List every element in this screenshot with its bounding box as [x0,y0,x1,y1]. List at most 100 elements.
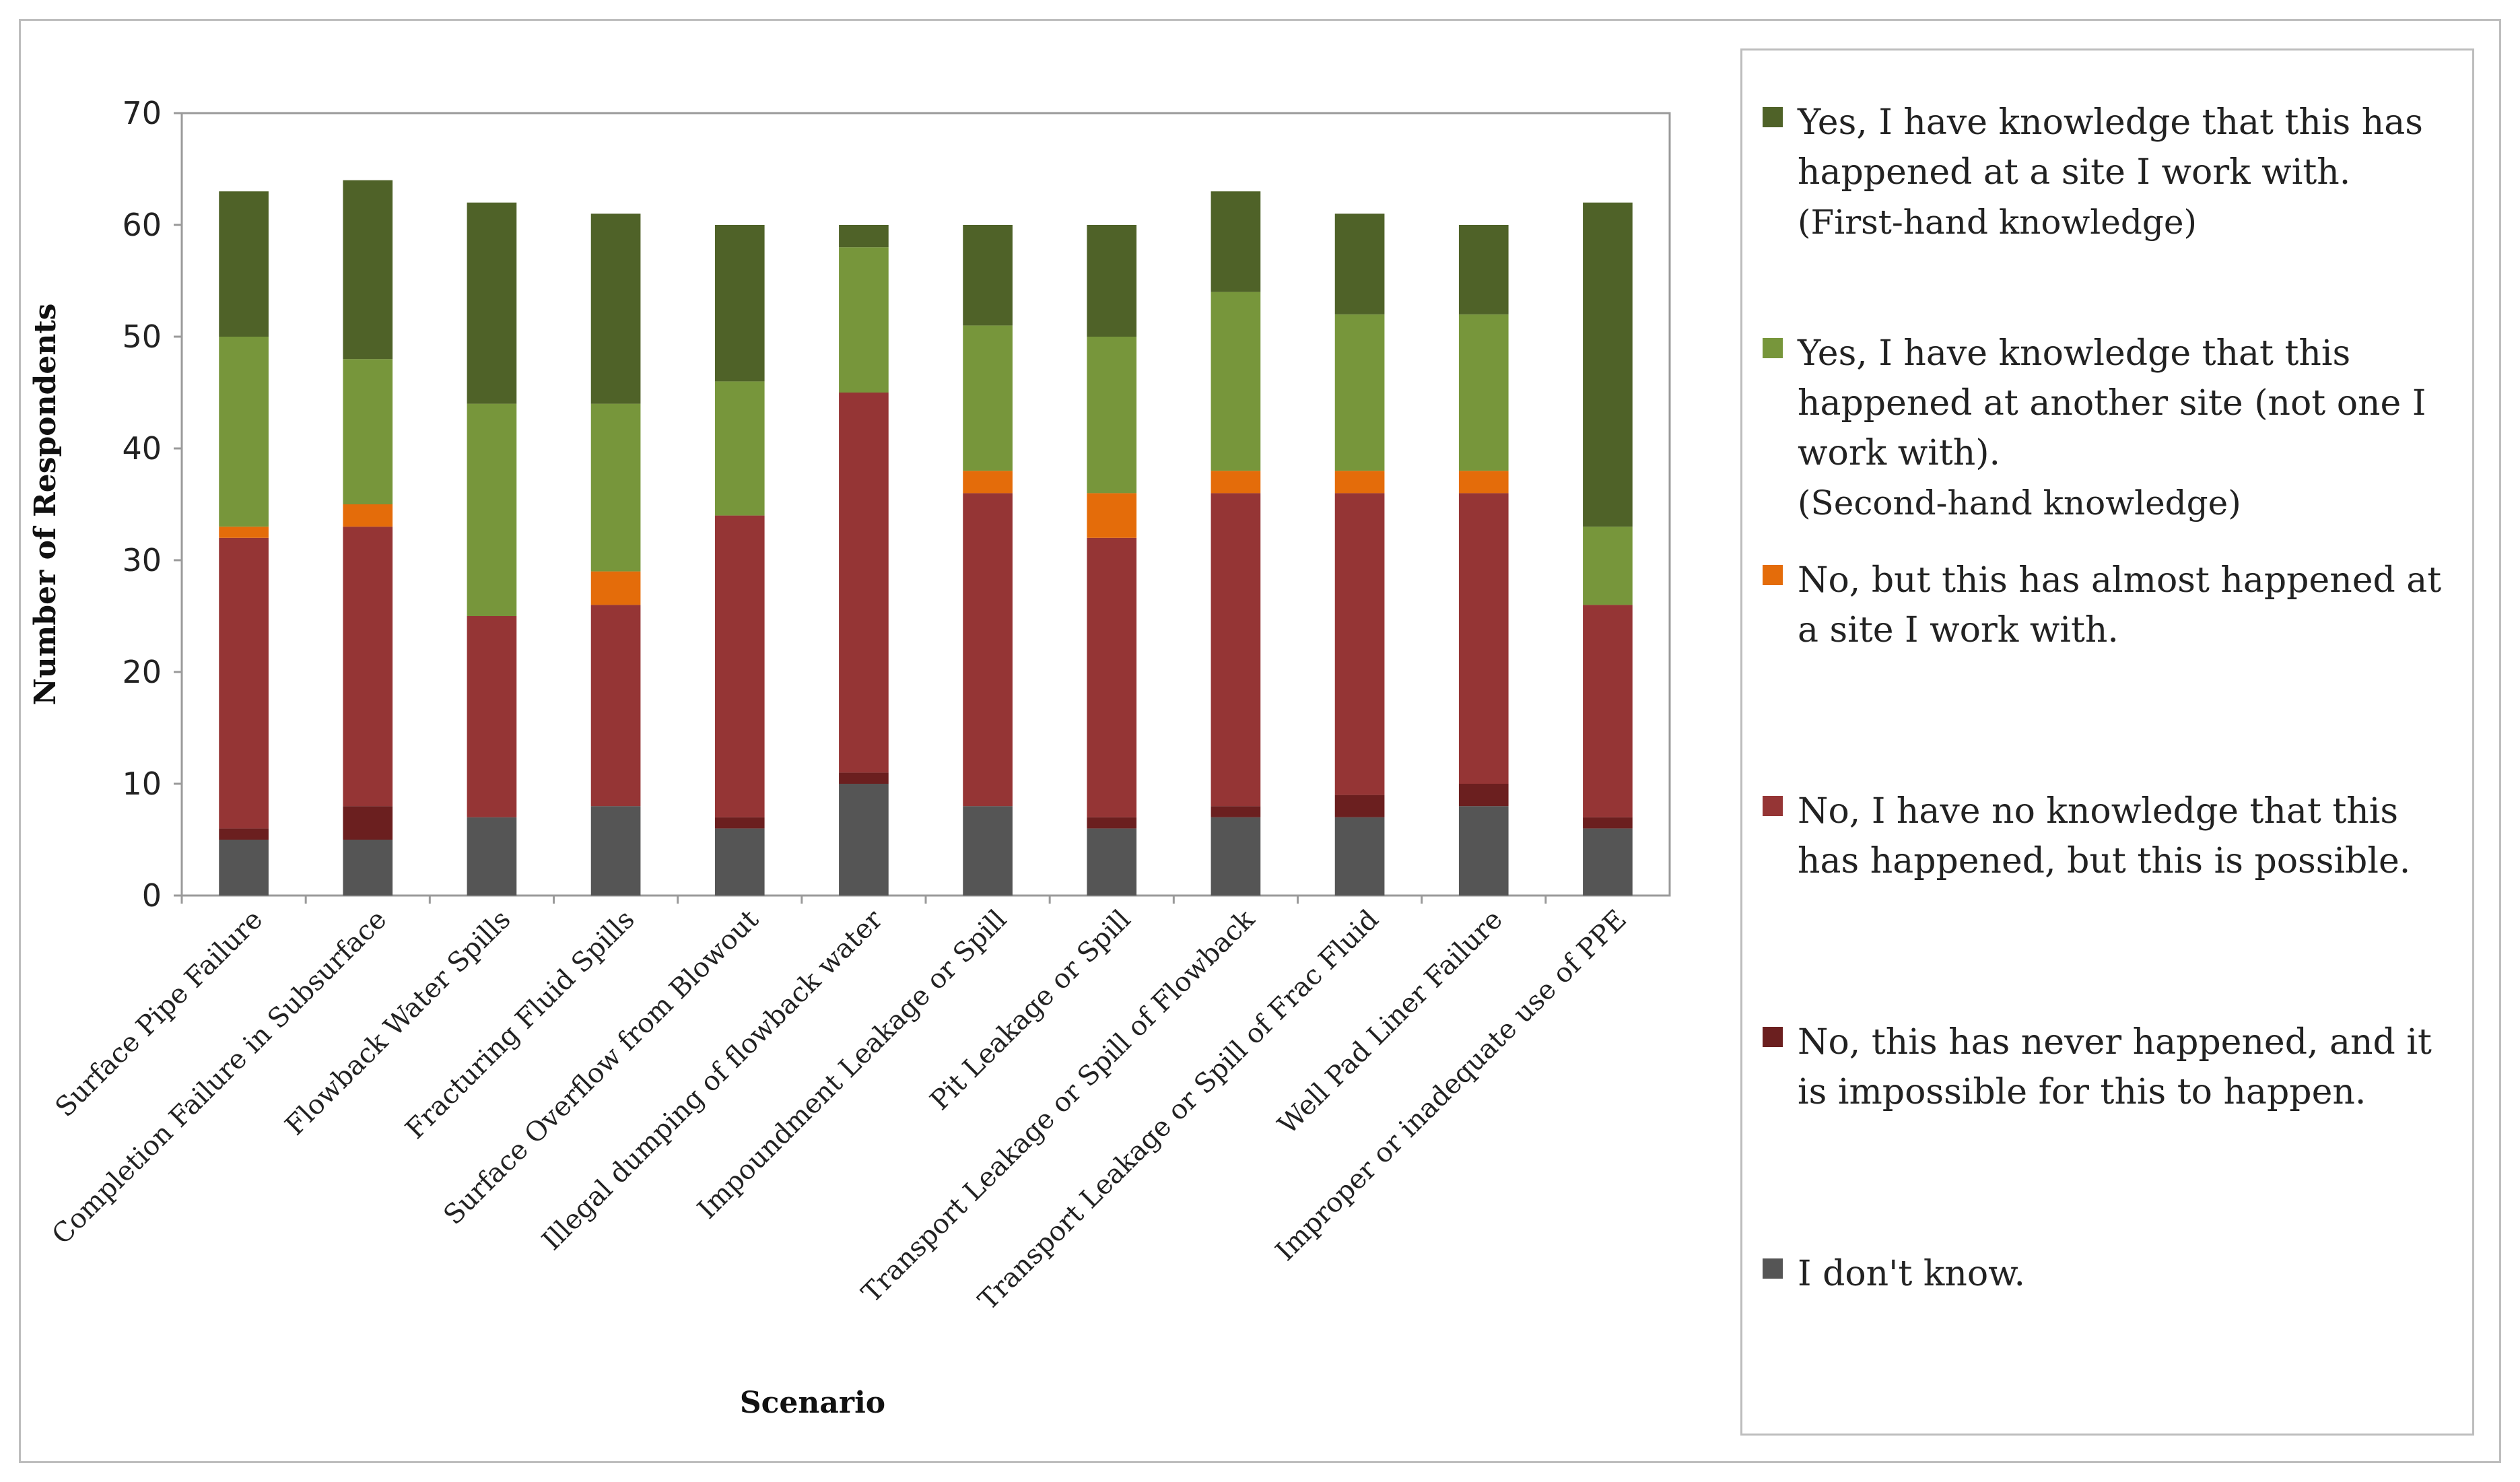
legend-sublabel: (First-hand knowledge) [1798,203,2197,242]
legend-label: Yes, I have knowledge that this has happ… [1798,98,2463,247]
bar-segment [1334,817,1385,896]
bar-segment [839,247,889,393]
y-axis: 0 10 20 30 40 50 60 70 [122,95,182,914]
bar-segment [839,393,889,773]
bar-segment [1087,817,1137,829]
bar-segment [1583,828,1633,896]
bar-segment [343,359,393,504]
bar-segment [714,381,765,516]
y-tick-label: 0 [142,877,162,914]
y-tick-label: 10 [122,766,162,802]
legend-sublabel: (Second-hand knowledge) [1798,483,2241,523]
x-tick-label: Surface Pipe Failure [50,904,269,1124]
bar-segment [714,817,765,829]
bar-segment [343,504,393,527]
bar-segment [714,828,765,896]
x-tick-label: Fracturing Fluid Spills [400,904,641,1145]
bar-segment [1334,493,1385,795]
legend-label: Yes, I have knowledge that this happened… [1798,329,2463,528]
bar-segment [1458,784,1509,807]
bar-segment [219,191,269,337]
bar-segment [1458,314,1509,471]
bar-segment [219,840,269,896]
x-axis-title: Scenario [740,1386,885,1420]
bar-segment [590,213,641,404]
y-tick-label: 40 [122,430,162,467]
bar-segment [1211,191,1261,292]
bar-segment [714,225,765,382]
legend-swatch [1763,796,1783,816]
legend-label-text: No, I have no knowledge that this has ha… [1798,791,2411,881]
bar-segment [1211,471,1261,494]
legend-swatch [1763,107,1783,127]
bar-segment [467,403,517,616]
bar-segment [1211,806,1261,817]
y-tick-label: 70 [122,95,162,131]
bar-segment [963,225,1013,326]
legend-label-text: Yes, I have knowledge that this has happ… [1798,102,2423,193]
chart-legend: Yes, I have knowledge that this has happ… [1740,48,2474,1436]
legend-label-text: No, this has never happened, and it is i… [1798,1022,2432,1112]
y-tick-label: 20 [122,654,162,690]
bar-segment [219,337,269,527]
bar-segment [1334,213,1385,314]
bar-segment [1087,337,1137,494]
bar-segment [963,493,1013,807]
bar-segment [1458,471,1509,494]
bar-segment [219,828,269,840]
bar-segment [590,806,641,896]
bar-segment [467,817,517,896]
bar-segment [839,784,889,896]
bar-segment [219,537,269,829]
bar-segment [467,202,517,404]
bar-segment [1334,795,1385,817]
bar-segment [1087,537,1137,817]
x-tick-label: Well Pad Liner Failure [1272,904,1509,1141]
bar-segment [1583,527,1633,605]
y-tick-label: 50 [122,318,162,355]
y-tick-label: 30 [122,542,162,578]
bar-segment [590,605,641,807]
legend-label: No, this has never happened, and it is i… [1798,1017,2463,1117]
legend-swatch [1763,1258,1783,1279]
legend-label-text: I don't know. [1798,1254,2026,1294]
legend-label-text: Yes, I have knowledge that this happened… [1798,333,2426,473]
bar-segment [1583,605,1633,817]
bar-segment [1458,806,1509,896]
bar-segment [963,471,1013,494]
bar-series-group [219,180,1633,896]
y-axis-title: Number of Respondents [28,304,63,706]
bar-segment [714,515,765,817]
bar-segment [963,806,1013,896]
legend-swatch [1763,338,1783,358]
legend-label-text: No, but this has almost happened at a si… [1798,560,2442,650]
bar-segment [1087,828,1137,896]
bar-segment [1334,314,1385,471]
bar-segment [1583,817,1633,829]
bar-segment [1087,225,1137,337]
bar-segment [343,180,393,360]
x-tick-label: Flowback Water Spills [279,904,517,1142]
y-tick-label: 60 [122,207,162,243]
plot-area [180,112,1671,897]
bar-segment [590,571,641,605]
bar-segment [839,772,889,784]
bar-segment [467,616,517,817]
bar-segment [343,840,393,896]
bar-segment [1211,817,1261,896]
legend-label: No, I have no knowledge that this has ha… [1798,786,2463,886]
legend-label: No, but this has almost happened at a si… [1798,555,2463,655]
bar-segment [1583,202,1633,527]
bar-segment [1458,493,1509,784]
legend-label: I don't know. [1798,1249,2463,1299]
bar-segment [1458,225,1509,314]
bar-segment [963,325,1013,471]
x-tick-label: Pit Leakage or Spill [924,904,1136,1116]
bar-segment [1211,493,1261,807]
bar-segment [1334,471,1385,494]
bar-segment [343,527,393,807]
bar-segment [343,806,393,840]
bar-segment [219,527,269,538]
